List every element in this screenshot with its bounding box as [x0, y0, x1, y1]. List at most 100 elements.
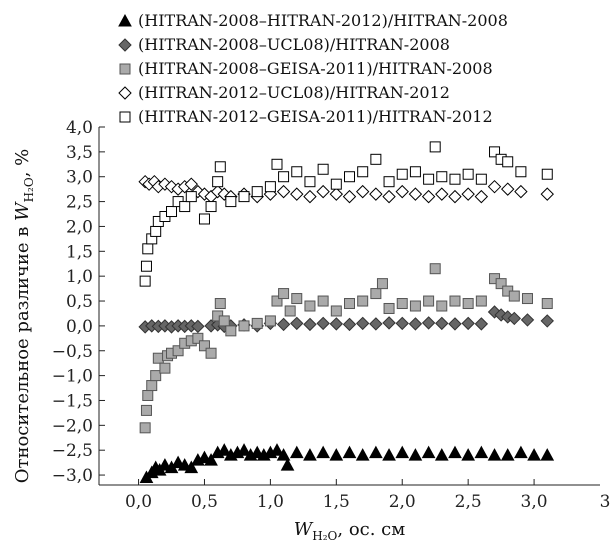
- legend-label-3: (HITRAN-2008–GEISA-2011)/HITRAN-2008: [138, 59, 493, 78]
- data-point: [344, 171, 355, 183]
- y-axis-title: Относительное различие в WH₂O, %: [12, 149, 36, 484]
- data-point: [541, 298, 553, 310]
- data-point: [150, 370, 162, 382]
- data-point: [290, 187, 304, 201]
- data-point: [278, 171, 290, 183]
- data-point: [264, 315, 276, 327]
- y-tick-label: −0,5: [52, 342, 93, 362]
- data-point: [139, 275, 151, 287]
- data-point: [251, 186, 263, 198]
- data-point: [289, 445, 304, 459]
- y-tick-label: −1,0: [52, 367, 93, 387]
- data-point: [408, 317, 423, 331]
- legend-label-2: (HITRAN-2008–UCL08)/HITRAN-2008: [138, 35, 450, 54]
- data-point: [214, 298, 226, 310]
- data-point: [355, 316, 370, 331]
- data-point: [540, 448, 555, 461]
- series-4: [138, 174, 554, 204]
- data-point: [395, 445, 410, 459]
- data-point: [316, 445, 330, 459]
- data-point: [140, 260, 152, 272]
- data-points: [138, 141, 555, 484]
- x-ticks: 0,0 0,5 1,0 1,5 2,0 2,5 3,0 3: [125, 479, 610, 512]
- data-point: [540, 314, 554, 328]
- data-point: [408, 187, 423, 201]
- data-point: [205, 201, 217, 213]
- data-point: [508, 290, 520, 302]
- data-point: [184, 460, 199, 474]
- data-point: [214, 161, 226, 173]
- legend-label-5: (HITRAN-2012–GEISA-2011)/HITRAN-2012: [138, 107, 493, 126]
- data-point: [500, 448, 515, 461]
- data-point: [139, 422, 151, 434]
- data-point: [342, 317, 357, 332]
- data-point: [159, 362, 171, 374]
- data-point: [461, 448, 476, 461]
- y-tick-label: 0,5: [66, 292, 93, 312]
- data-point: [251, 317, 263, 329]
- data-point: [527, 448, 541, 461]
- series-3: [139, 263, 553, 434]
- data-point: [238, 191, 250, 203]
- data-point: [521, 293, 533, 305]
- data-point: [489, 146, 501, 158]
- data-point: [396, 298, 408, 310]
- data-point: [429, 263, 441, 275]
- x-tick-label-edge: 3: [600, 492, 611, 512]
- data-point: [172, 345, 184, 357]
- y-tick-label: 2,0: [66, 217, 93, 237]
- data-point: [395, 184, 409, 199]
- y-tick-label: 0,0: [66, 317, 93, 337]
- data-point: [435, 187, 449, 201]
- data-point: [142, 390, 154, 401]
- data-point: [434, 448, 449, 461]
- legend-marker-1: [118, 13, 132, 27]
- x-tick-label: 0,0: [125, 492, 152, 512]
- x-tick-label: 2,5: [455, 492, 482, 512]
- data-point: [191, 319, 205, 334]
- data-point: [520, 313, 535, 327]
- data-point: [474, 445, 489, 459]
- data-point: [316, 184, 330, 199]
- data-point: [192, 332, 204, 344]
- legend-label-4: (HITRAN-2012–UCL08)/HITRAN-2012: [138, 83, 450, 102]
- data-point: [462, 168, 474, 180]
- data-point: [329, 187, 344, 201]
- legend-marker-2: [118, 38, 132, 52]
- data-point: [421, 316, 436, 330]
- data-point: [369, 445, 383, 459]
- data-point: [448, 317, 462, 331]
- data-point: [342, 189, 357, 204]
- series-2: [138, 305, 554, 334]
- data-point: [198, 340, 210, 352]
- data-point: [370, 153, 382, 165]
- y-tick-label: 4,0: [66, 118, 93, 138]
- series-5: [139, 141, 553, 287]
- data-point: [487, 448, 502, 461]
- legend-marker-3: [119, 63, 131, 75]
- data-point: [330, 178, 342, 190]
- data-point: [541, 168, 553, 180]
- data-point: [475, 295, 487, 307]
- data-point: [370, 288, 382, 300]
- data-point: [330, 305, 342, 317]
- y-tick-label: −2,5: [52, 441, 93, 461]
- data-point: [271, 295, 283, 307]
- data-point: [184, 177, 198, 191]
- data-point: [329, 317, 344, 331]
- y-tick-label: 3,5: [66, 143, 93, 163]
- data-point: [383, 176, 395, 188]
- data-point: [514, 445, 528, 459]
- data-point: [495, 278, 507, 290]
- data-point: [166, 206, 178, 218]
- data-point: [461, 316, 475, 331]
- data-point: [408, 448, 423, 461]
- data-point: [507, 311, 522, 326]
- data-point: [284, 305, 296, 317]
- legend-marker-4: [118, 86, 132, 100]
- data-point: [421, 189, 436, 204]
- data-point: [540, 187, 554, 201]
- data-point: [317, 163, 329, 175]
- data-point: [185, 191, 197, 203]
- data-point: [502, 156, 514, 168]
